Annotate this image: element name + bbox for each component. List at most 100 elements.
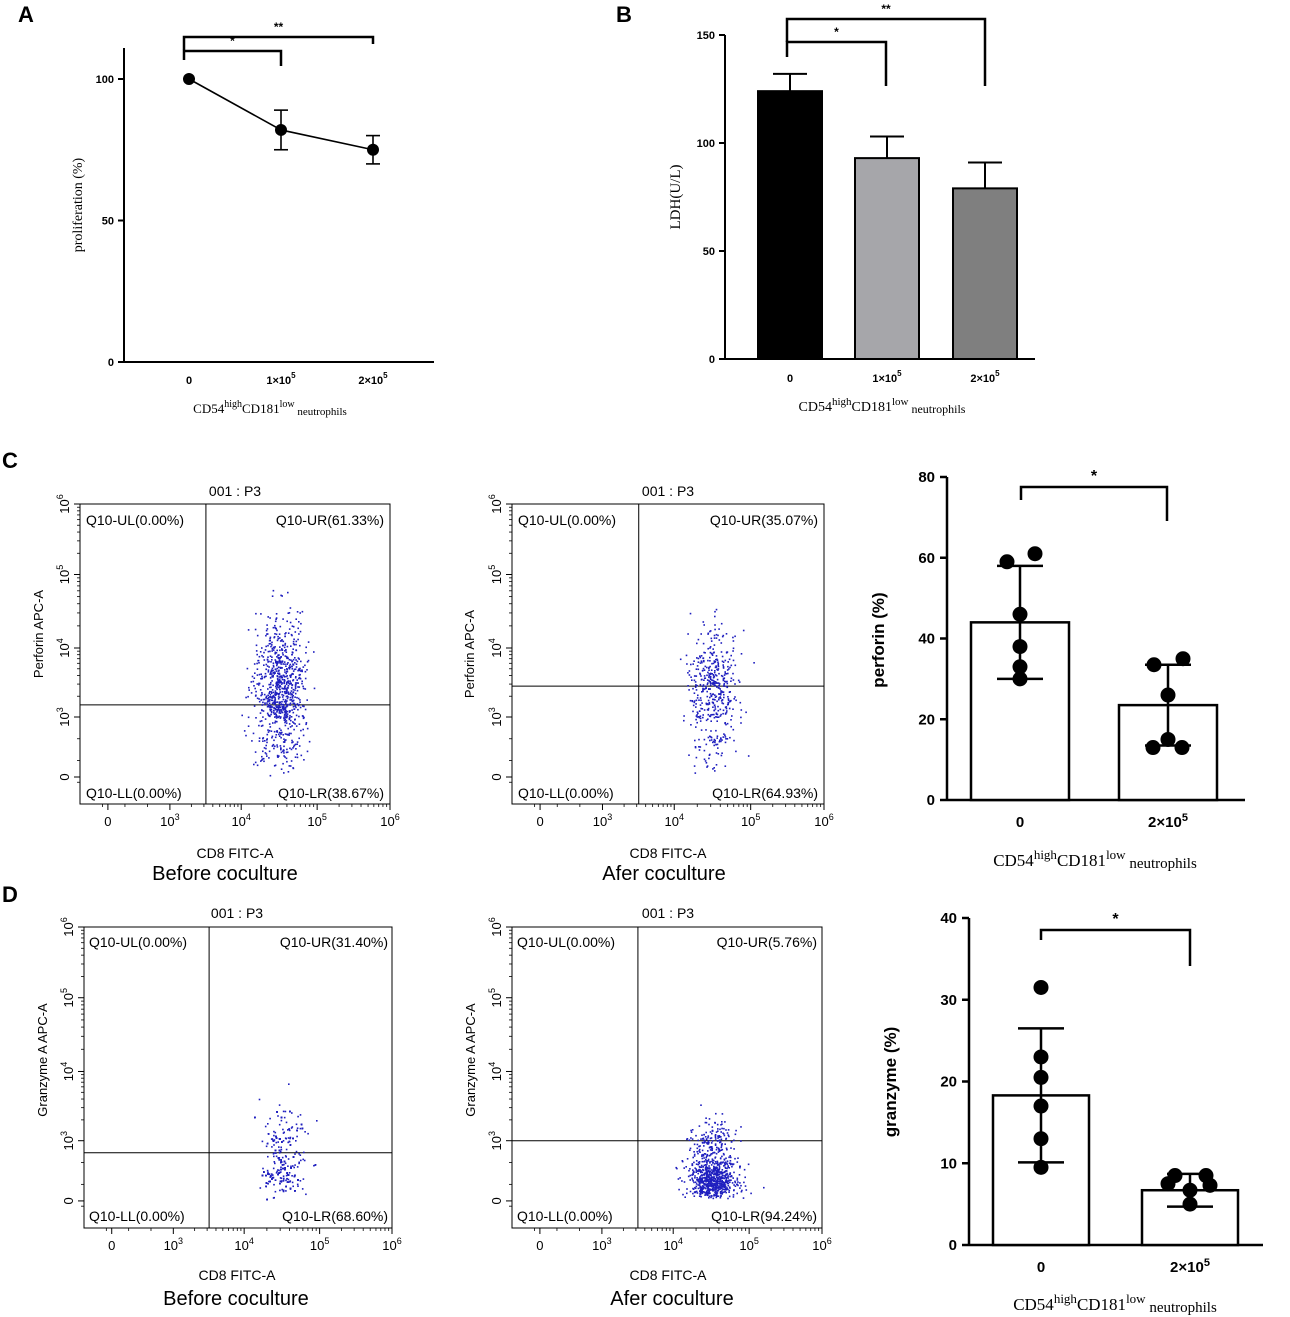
event-dot [702, 1191, 705, 1193]
event-dot [271, 706, 273, 708]
event-dot [285, 651, 288, 653]
tick-sup: 4 [487, 638, 497, 643]
y-tick-label: 40 [940, 910, 957, 927]
event-dot [278, 694, 280, 696]
y-tick-label: 106 [487, 494, 504, 513]
event-dot [698, 1161, 701, 1163]
event-dot [274, 651, 277, 654]
event-dot [715, 674, 718, 677]
event-dot [275, 652, 278, 654]
data-point [1202, 1177, 1218, 1193]
event-dot [279, 745, 282, 747]
tick-base: 10 [160, 814, 174, 829]
event-dot [299, 677, 302, 680]
event-dot [722, 736, 725, 738]
event-dot [313, 687, 316, 690]
event-dot [285, 1190, 287, 1192]
event-dot [280, 680, 282, 683]
event-dot [685, 654, 688, 657]
event-dot [699, 1145, 701, 1147]
event-dot [278, 692, 281, 695]
event-dot [722, 634, 725, 637]
event-dot [265, 1185, 267, 1188]
event-dot [295, 618, 297, 620]
event-dot [724, 765, 727, 767]
event-dot [714, 666, 717, 669]
event-dot [282, 694, 285, 697]
event-dot [258, 698, 260, 700]
event-dot [716, 743, 719, 746]
event-dot [277, 654, 279, 657]
event-dot [705, 1176, 708, 1179]
tick-sup: 5 [754, 1236, 759, 1246]
event-dot [712, 1159, 714, 1162]
data-point [1182, 1182, 1198, 1198]
x-tick-label: 0 [1037, 1259, 1045, 1276]
event-dot [266, 755, 268, 757]
event-dot [275, 660, 277, 663]
event-dot [710, 1178, 712, 1180]
event-dot [707, 1170, 709, 1172]
event-dot [281, 707, 284, 710]
event-dot [713, 1176, 715, 1178]
event-dot [270, 706, 272, 709]
event-dot [267, 688, 269, 690]
event-dot [698, 1150, 700, 1152]
event-dot [695, 715, 698, 717]
event-dot [283, 680, 286, 682]
event-dot [701, 1138, 704, 1140]
event-dot [279, 1182, 281, 1185]
event-dot [720, 674, 723, 677]
tick-base: 10 [61, 1136, 76, 1150]
tick-sup: 4 [55, 638, 65, 643]
event-dot [743, 1181, 745, 1184]
event-dot [675, 1166, 677, 1169]
event-dot [281, 682, 284, 684]
event-dot [289, 765, 292, 767]
event-dot [280, 594, 282, 597]
event-dot [718, 693, 720, 695]
event-dot [277, 1173, 279, 1176]
event-dot [700, 675, 702, 677]
event-dot [710, 1146, 712, 1149]
event-dot [724, 713, 727, 715]
event-dot [269, 1117, 271, 1120]
event-dot [291, 684, 293, 687]
event-dot [692, 1180, 694, 1182]
event-dot [284, 710, 286, 713]
event-dot [709, 684, 712, 686]
event-dot [262, 740, 264, 742]
event-dot [282, 618, 284, 620]
event-dot [279, 701, 282, 703]
event-dot [264, 752, 267, 754]
event-dot [280, 716, 282, 718]
event-dot [286, 760, 288, 763]
event-dot [683, 715, 685, 717]
event-dot [707, 707, 710, 710]
y-tick-label: 106 [487, 917, 504, 936]
event-dot [281, 1188, 283, 1191]
event-dot [686, 1138, 689, 1140]
tick-base: 10 [307, 814, 321, 829]
event-dot [260, 760, 262, 762]
y-tick-label: 20 [918, 711, 935, 728]
flow-x-label: CD8 FITC-A [197, 845, 275, 861]
event-dot [704, 1172, 706, 1175]
event-dot [697, 668, 700, 671]
event-dot [739, 1166, 741, 1169]
event-dot [705, 687, 707, 689]
event-dot [286, 704, 289, 707]
event-dot [259, 651, 262, 653]
event-dot [711, 1172, 714, 1175]
event-dot [286, 689, 288, 691]
event-dot [289, 696, 292, 699]
event-dot [263, 747, 266, 749]
event-dot [703, 758, 706, 761]
event-dot [710, 1142, 713, 1144]
tick-sup: 4 [678, 1236, 683, 1246]
event-dot [279, 696, 281, 699]
event-dot [701, 1157, 704, 1160]
event-dot [260, 694, 262, 697]
sig-2-bracket [182, 35, 375, 50]
event-dot [256, 634, 259, 637]
